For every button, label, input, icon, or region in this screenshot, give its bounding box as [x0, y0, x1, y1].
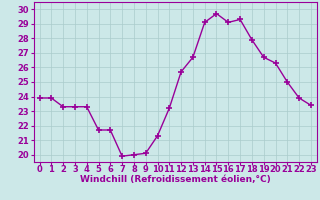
X-axis label: Windchill (Refroidissement éolien,°C): Windchill (Refroidissement éolien,°C) — [80, 175, 271, 184]
